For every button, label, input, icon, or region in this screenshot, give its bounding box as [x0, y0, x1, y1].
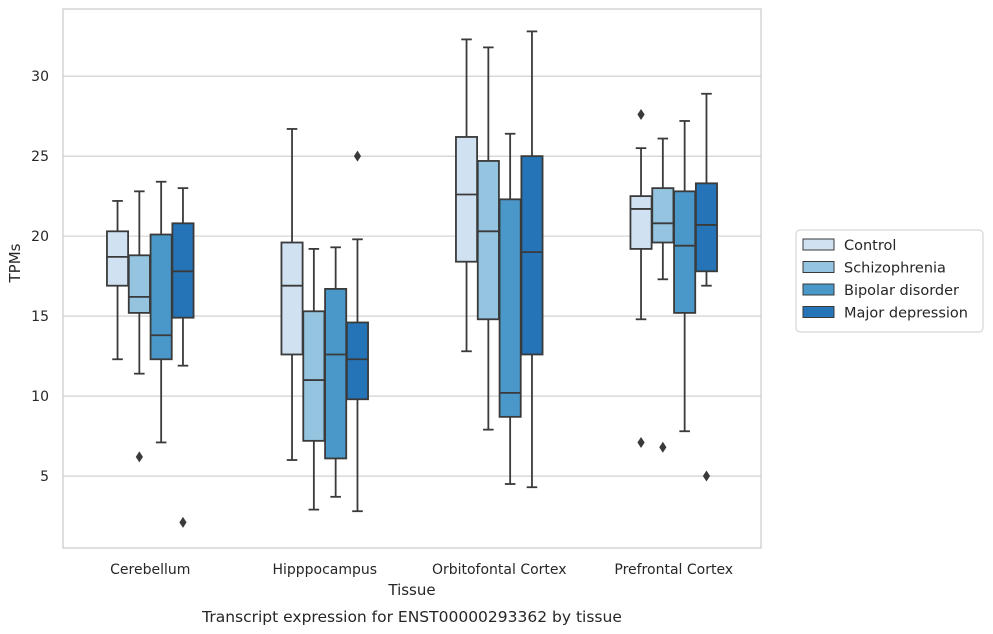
y-tick-labels: 5 10 15 20 25 30 — [31, 69, 49, 485]
box-control — [455, 38, 479, 353]
box-body — [629, 195, 653, 250]
box-body — [498, 198, 522, 418]
box-body — [673, 190, 697, 314]
legend-label: Major depression — [844, 306, 968, 322]
box-groups — [106, 30, 718, 528]
legend-frame — [795, 229, 984, 333]
legend-label: Bipolar disorder — [844, 283, 959, 299]
box-major-depression — [694, 92, 718, 482]
box-body — [455, 136, 479, 263]
y-tick-label: 30 — [31, 69, 49, 85]
box-control — [106, 200, 130, 361]
box-schizophrenia — [302, 248, 326, 511]
box-body — [127, 254, 151, 314]
x-tick-labels: Cerebellum Hipppocampus Orbitofontal Corte… — [110, 562, 733, 578]
legend-swatch — [802, 238, 835, 251]
box-body — [476, 160, 500, 321]
box-body — [324, 287, 348, 460]
box-control — [280, 128, 304, 461]
outlier-point — [659, 441, 667, 453]
y-tick-label: 25 — [31, 149, 49, 165]
legend-swatch — [802, 261, 835, 273]
x-tick-label: Orbitofontal Cortex — [432, 562, 567, 578]
box-body — [106, 230, 130, 287]
box-major-depression — [520, 30, 544, 489]
outlier-point — [702, 470, 711, 482]
legend-label: Control — [844, 238, 896, 254]
box-body — [520, 155, 544, 356]
x-tick-label: Cerebellum — [110, 562, 190, 578]
box-bipolar-disorder — [673, 120, 697, 433]
box-bipolar-disorder — [498, 132, 522, 485]
box-bipolar-disorder — [324, 246, 348, 498]
outlier-point — [179, 516, 187, 528]
x-tick-label: Prefrontal Cortex — [614, 562, 733, 578]
legend-swatch — [802, 306, 835, 318]
y-tick-label: 15 — [31, 309, 49, 325]
box-body — [302, 310, 326, 442]
chart-caption: Transcript expression for ENST0000029336… — [201, 608, 622, 626]
x-axis-label: Tissue — [387, 581, 435, 599]
y-tick-label: 20 — [31, 229, 49, 245]
legend-label: Schizophrenia — [844, 261, 946, 277]
outlier-point — [637, 109, 645, 121]
box-control — [629, 109, 653, 448]
outlier-point — [135, 451, 143, 463]
plot-frame — [62, 8, 762, 549]
box-major-depression — [171, 187, 195, 528]
box-body — [149, 233, 173, 361]
legend-swatch — [802, 283, 835, 296]
outlier-point — [353, 150, 362, 162]
box-schizophrenia — [127, 190, 151, 463]
y-tick-label: 10 — [31, 389, 49, 405]
box-bipolar-disorder — [149, 180, 173, 444]
box-body — [280, 241, 304, 356]
y-axis-label: TPMs — [6, 243, 24, 283]
box-body — [345, 321, 369, 401]
legend: Control Schizophrenia Bipolar disorder Majo… — [795, 229, 984, 333]
box-major-depression — [345, 150, 369, 513]
box-body — [694, 182, 718, 273]
box-body — [651, 187, 675, 244]
outlier-point — [637, 436, 645, 448]
box-schizophrenia — [651, 137, 675, 453]
x-tick-label: Hipppocampus — [272, 562, 377, 578]
box-schizophrenia — [476, 46, 500, 431]
y-tick-label: 5 — [40, 469, 49, 485]
